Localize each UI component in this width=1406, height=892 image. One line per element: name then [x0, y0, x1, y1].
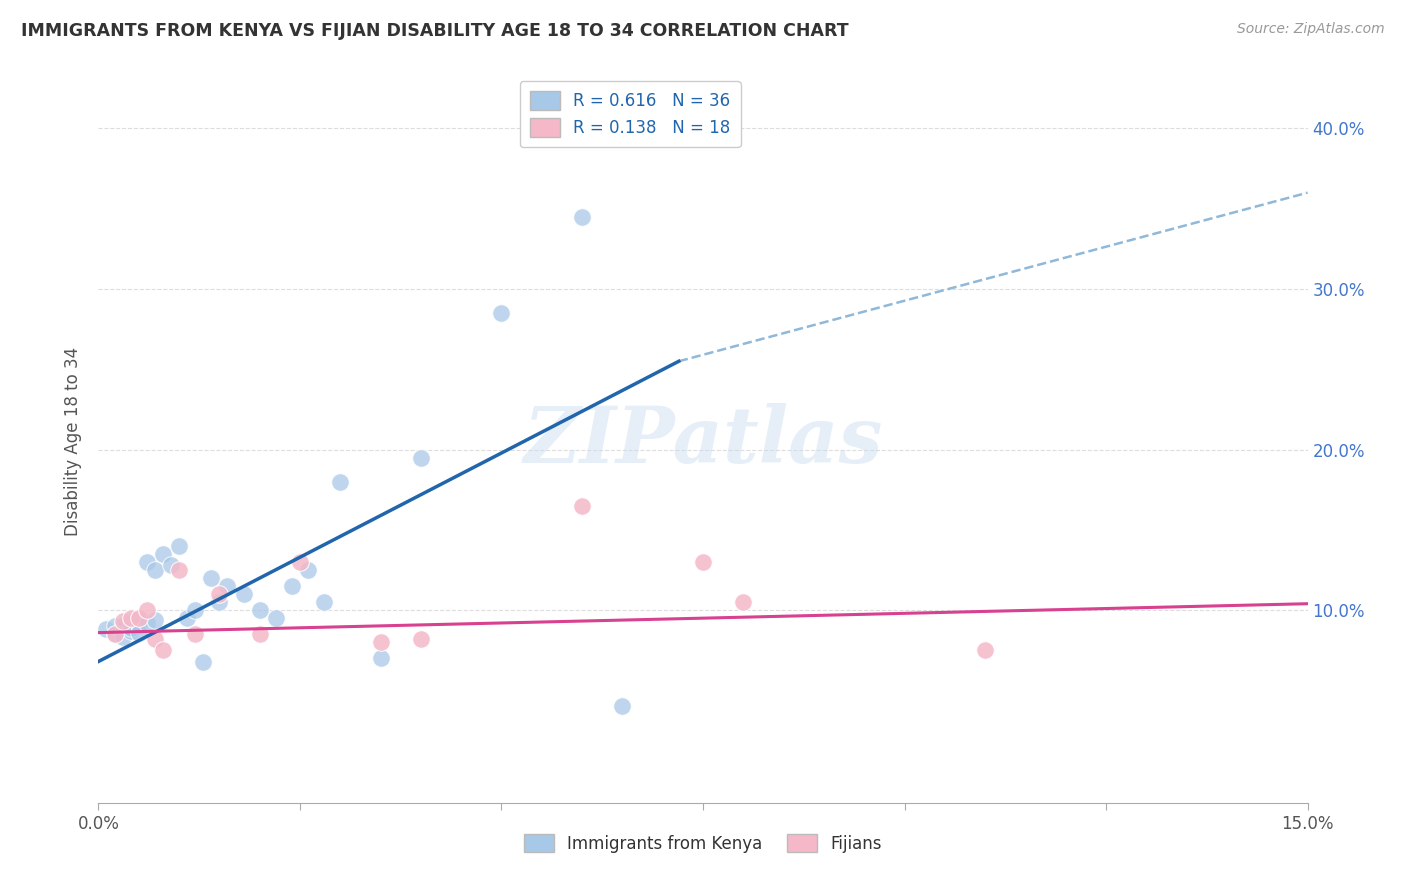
Point — [733, 595, 755, 609]
Point — [152, 547, 174, 561]
Point — [329, 475, 352, 489]
Point — [184, 627, 207, 641]
Point — [96, 623, 118, 637]
Point — [152, 643, 174, 657]
Y-axis label: Disability Age 18 to 34: Disability Age 18 to 34 — [65, 347, 83, 536]
Point — [143, 613, 166, 627]
Point — [103, 627, 125, 641]
Point — [103, 619, 125, 633]
Point — [103, 627, 125, 641]
Point — [120, 624, 142, 638]
Point — [128, 625, 150, 640]
Point — [135, 603, 157, 617]
Point — [135, 615, 157, 630]
Point — [370, 635, 392, 649]
Point — [571, 499, 593, 513]
Point — [288, 555, 311, 569]
Point — [692, 555, 714, 569]
Point — [135, 555, 157, 569]
Point — [193, 655, 215, 669]
Point — [184, 603, 207, 617]
Point — [128, 617, 150, 632]
Point — [370, 651, 392, 665]
Point — [249, 627, 271, 641]
Point — [143, 563, 166, 577]
Point — [491, 306, 513, 320]
Point — [120, 615, 142, 629]
Point — [281, 579, 304, 593]
Point — [217, 579, 239, 593]
Point — [314, 595, 336, 609]
Point — [120, 621, 142, 635]
Point — [120, 611, 142, 625]
Point — [409, 632, 432, 646]
Point — [612, 699, 634, 714]
Point — [111, 617, 134, 632]
Point — [208, 595, 231, 609]
Legend: Immigrants from Kenya, Fijians: Immigrants from Kenya, Fijians — [517, 828, 889, 860]
Text: Source: ZipAtlas.com: Source: ZipAtlas.com — [1237, 22, 1385, 37]
Point — [409, 450, 432, 465]
Point — [208, 587, 231, 601]
Point — [200, 571, 222, 585]
Text: ZIPatlas: ZIPatlas — [523, 403, 883, 480]
Point — [232, 587, 254, 601]
Point — [128, 611, 150, 625]
Point — [111, 615, 134, 629]
Point — [143, 632, 166, 646]
Point — [571, 210, 593, 224]
Point — [264, 611, 287, 625]
Point — [167, 563, 190, 577]
Point — [176, 611, 198, 625]
Point — [249, 603, 271, 617]
Text: IMMIGRANTS FROM KENYA VS FIJIAN DISABILITY AGE 18 TO 34 CORRELATION CHART: IMMIGRANTS FROM KENYA VS FIJIAN DISABILI… — [21, 22, 849, 40]
Point — [297, 563, 319, 577]
Point — [128, 611, 150, 625]
Point — [167, 539, 190, 553]
Point — [111, 631, 134, 645]
Point — [974, 643, 997, 657]
Point — [160, 558, 183, 573]
